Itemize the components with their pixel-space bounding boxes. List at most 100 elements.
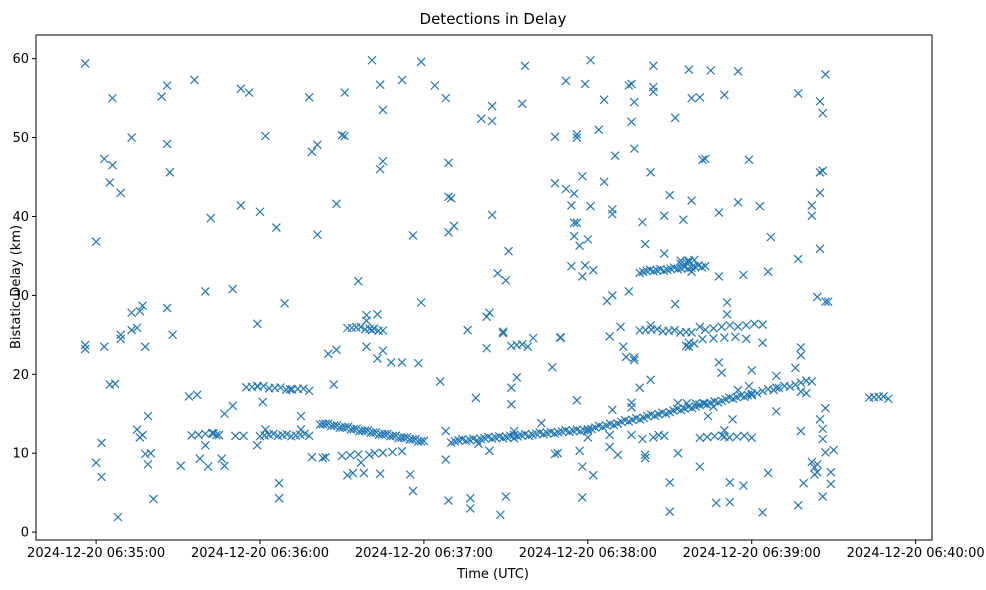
data-point-marker [493, 268, 503, 278]
data-point-marker [771, 371, 781, 381]
data-point-marker [271, 223, 281, 232]
data-point-marker [629, 353, 639, 363]
data-point-marker [714, 358, 724, 367]
data-point-marker [353, 276, 363, 286]
data-point-marker [599, 177, 609, 187]
data-point-marker [300, 429, 310, 439]
data-point-marker [682, 398, 692, 408]
data-point-marker [116, 188, 126, 198]
data-point-marker [362, 342, 371, 352]
data-point-marker [127, 133, 137, 143]
data-point-marker [879, 391, 888, 401]
data-point-marker [640, 453, 650, 463]
data-point-marker [755, 201, 765, 211]
data-point-marker [149, 494, 158, 504]
data-point-marker [796, 378, 806, 388]
data-point-marker [758, 320, 768, 330]
data-point-marker [299, 384, 308, 393]
data-point-marker [329, 421, 339, 431]
data-point-marker [444, 227, 453, 237]
data-point-marker [146, 448, 156, 458]
data-point-marker [733, 322, 743, 332]
y-tick-label: 30 [12, 289, 29, 304]
data-point-marker [230, 431, 240, 441]
data-point-marker [176, 461, 186, 471]
data-point-marker [717, 431, 727, 440]
data-point-marker [769, 385, 778, 395]
x-axis-label: Time (UTC) [456, 567, 529, 582]
data-point-marker [711, 498, 721, 508]
data-point-marker [739, 481, 748, 490]
data-point-marker [504, 246, 514, 256]
data-point-marker [138, 430, 147, 440]
data-point-marker [337, 130, 347, 140]
data-point-marker [709, 323, 718, 333]
data-point-marker [274, 493, 284, 503]
data-point-marker [561, 76, 571, 86]
data-point-marker [807, 201, 817, 210]
data-point-marker [276, 383, 286, 392]
data-point-marker [203, 462, 213, 472]
data-point-marker [883, 394, 893, 404]
data-point-marker [323, 349, 333, 359]
data-point-marker [785, 382, 795, 392]
data-point-marker [638, 217, 647, 227]
y-tick-label: 60 [12, 52, 29, 67]
data-point-marker [722, 298, 732, 307]
data-point-marker [607, 209, 617, 219]
data-point-marker [577, 272, 587, 281]
data-point-marker [706, 66, 716, 75]
data-point-marker [321, 452, 330, 462]
data-point-marker [444, 496, 453, 505]
data-point-marker [695, 462, 705, 472]
data-point-marker [378, 448, 388, 458]
data-point-marker [116, 334, 126, 344]
data-point-marker [725, 497, 735, 507]
plot-area: 2024-12-20 06:35:00 2024-12-20 06:36:00 20… [12, 34, 985, 561]
data-point-marker [815, 244, 825, 254]
data-point-marker [687, 93, 697, 103]
data-point-marker [307, 147, 317, 157]
x-tick-label: 2024-12-20 06:36:00 [191, 546, 329, 561]
data-point-marker [99, 154, 109, 164]
data-point-marker [627, 79, 636, 89]
data-point-marker [709, 402, 718, 412]
data-point-marker [741, 320, 751, 330]
data-point-marker [108, 160, 117, 170]
data-point-marker [801, 388, 811, 398]
data-point-marker [747, 365, 757, 375]
data-point-marker [698, 334, 707, 344]
data-point-marker [730, 332, 740, 342]
data-point-marker [386, 358, 396, 367]
data-point-marker [818, 492, 828, 502]
data-point-marker [416, 436, 426, 446]
data-point-marker [364, 450, 374, 460]
data-point-marker [523, 342, 533, 352]
data-point-marker [572, 395, 582, 405]
x-tick-label: 2024-12-20 06:40:00 [847, 546, 985, 561]
data-point-marker [209, 429, 218, 438]
data-point-marker [378, 105, 388, 115]
data-point-marker [370, 448, 380, 458]
data-point-marker [566, 261, 576, 271]
data-point-marker [659, 249, 669, 258]
data-point-marker [676, 256, 686, 266]
data-point-marker [138, 301, 147, 311]
data-point-marker [744, 155, 754, 165]
data-point-marker [725, 320, 735, 330]
data-point-marker [752, 388, 762, 398]
data-point-marker [714, 208, 724, 217]
data-point-marker [268, 429, 278, 439]
data-point-marker [695, 92, 705, 102]
data-point-marker [252, 319, 262, 329]
data-point-marker [375, 80, 385, 90]
data-point-marker [684, 342, 694, 352]
data-point-marker [463, 325, 473, 335]
data-point-marker [375, 469, 385, 479]
data-point-marker [610, 151, 620, 161]
data-point-marker [296, 411, 306, 421]
data-point-marker [405, 470, 415, 479]
data-point-marker [702, 432, 712, 442]
data-point-marker [359, 468, 369, 478]
data-point-marker [815, 414, 825, 424]
